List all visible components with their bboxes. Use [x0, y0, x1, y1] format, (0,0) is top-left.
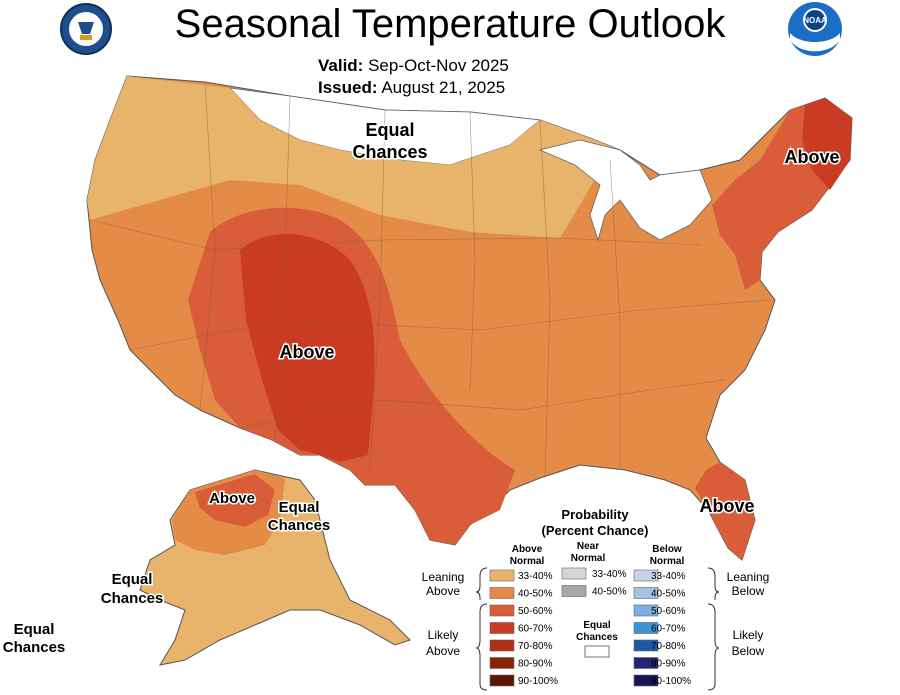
- label-alaska-equal-east-2: Chances: [268, 517, 331, 534]
- legend-below-swatch-4: [633, 639, 659, 652]
- legend-below-swatch-3: [633, 622, 659, 634]
- valid-label: Valid:: [318, 56, 364, 75]
- label-florida-above: Above: [699, 496, 754, 516]
- doc-seal-icon: [60, 3, 112, 55]
- legend-equal-chances-1: Equal: [583, 620, 610, 631]
- legend-above-swatch-2: [489, 604, 515, 617]
- legend-title-2: (Percent Chance): [542, 523, 649, 538]
- legend-below-range-2: 50-60%: [651, 606, 686, 617]
- legend-near-range-0: 33-40%: [592, 569, 627, 580]
- issued-line: Issued: August 21, 2025: [318, 78, 505, 98]
- legend-above-swatch-4: [489, 639, 515, 652]
- legend-below-range-1: 40-50%: [651, 589, 686, 600]
- legend-above-range-0: 33-40%: [518, 571, 553, 582]
- noaa-logo-text: NOAA: [803, 16, 827, 25]
- southwest-60-70-region: [240, 233, 375, 462]
- label-north-equal-1: Equal: [365, 120, 414, 140]
- legend-above-range-5: 80-90%: [518, 659, 553, 670]
- legend-brackets: [475, 567, 720, 691]
- legend-above-header-1: Above: [512, 544, 543, 555]
- valid-line: Valid: Sep-Oct-Nov 2025: [318, 56, 509, 76]
- legend-likely-above-2: Above: [426, 644, 460, 658]
- legend-above-range-2: 50-60%: [518, 606, 553, 617]
- legend-above-range-6: 90-100%: [518, 676, 558, 687]
- label-north-equal-2: Chances: [352, 142, 427, 162]
- label-hawaii-equal-2: Chances: [3, 639, 66, 656]
- issued-label: Issued:: [318, 78, 378, 97]
- valid-value: Sep-Oct-Nov 2025: [368, 56, 509, 75]
- legend-below-swatch-0: [633, 569, 659, 582]
- north-leaning-band: [87, 76, 620, 238]
- legend-below-header-2: Normal: [650, 556, 685, 567]
- legend-leaning-below-1: Leaning: [727, 570, 770, 584]
- noaa-logo-icon: NOAA: [788, 2, 842, 56]
- florida-50-60-region: [695, 462, 755, 560]
- legend-leaning-above-1: Leaning: [422, 570, 465, 584]
- legend: Probability (Percent Chance) Above Norma…: [422, 507, 770, 691]
- legend-above-swatch-0: [489, 569, 515, 582]
- legend-likely-above-1: Likely: [428, 628, 459, 642]
- legend-below-range-0: 33-40%: [651, 571, 686, 582]
- legend-below-header-1: Below: [652, 544, 682, 555]
- label-alaska-equal-south-2: Chances: [101, 590, 164, 607]
- legend-below-swatch-2: [633, 604, 659, 617]
- page-title: Seasonal Temperature Outlook: [174, 2, 726, 46]
- alaska-50-60-region: [195, 474, 275, 527]
- legend-above-swatch-6: [489, 674, 515, 687]
- legend-leaning-below-2: Below: [732, 584, 765, 598]
- legend-near-header-2: Normal: [571, 553, 606, 564]
- legend-below-swatch-5: [633, 657, 659, 669]
- legend-below-range-5: 80-90%: [651, 659, 686, 670]
- legend-above-header-2: Normal: [510, 556, 545, 567]
- northeast-60-70-region: [802, 98, 852, 190]
- legend-near-swatches: 33-40% 40-50%: [561, 567, 627, 598]
- legend-equal-chances-2: Chances: [576, 632, 618, 643]
- legend-near-range-1: 40-50%: [592, 587, 627, 598]
- legend-likely-below-1: Likely: [733, 628, 764, 642]
- legend-above-range-1: 40-50%: [518, 589, 553, 600]
- legend-below-range-3: 60-70%: [651, 624, 686, 635]
- legend-near-header-1: Near: [577, 541, 599, 552]
- label-alaska-equal-east-1: Equal: [279, 499, 320, 516]
- legend-likely-below-2: Below: [732, 644, 765, 658]
- legend-leaning-above-2: Above: [426, 584, 460, 598]
- legend-near-swatch-0: [561, 567, 587, 580]
- issued-value: August 21, 2025: [381, 78, 506, 97]
- legend-below-swatches: 33-40% 40-50% 50-60% 60-70% 70-80% 80-90% 90-1…: [633, 569, 691, 687]
- legend-above-range-3: 60-70%: [518, 624, 553, 635]
- state-lines: [89, 81, 771, 479]
- label-alaska-equal-south-1: Equal: [112, 571, 153, 588]
- legend-above-range-4: 70-80%: [518, 641, 553, 652]
- legend-near-swatch-1: [561, 585, 587, 597]
- great-lakes: [538, 139, 713, 242]
- legend-above-swatch-5: [489, 657, 515, 669]
- legend-equal-chances-swatch: [584, 645, 610, 658]
- label-alaska-above: Above: [209, 490, 255, 507]
- legend-title-1: Probability: [561, 507, 629, 522]
- legend-below-range-6: 90-100%: [651, 676, 691, 687]
- legend-above-swatch-1: [489, 587, 515, 599]
- label-hawaii-equal-1: Equal: [14, 621, 55, 638]
- label-northeast-above: Above: [784, 147, 839, 167]
- legend-below-swatch-6: [633, 674, 659, 687]
- legend-above-swatch-3: [489, 622, 515, 634]
- legend-below-swatch-1: [633, 587, 659, 599]
- legend-below-range-4: 70-80%: [651, 641, 686, 652]
- label-southwest-above: Above: [279, 342, 334, 362]
- legend-above-swatches: 33-40% 40-50% 50-60% 60-70% 70-80% 80-90% 90-1…: [489, 569, 558, 687]
